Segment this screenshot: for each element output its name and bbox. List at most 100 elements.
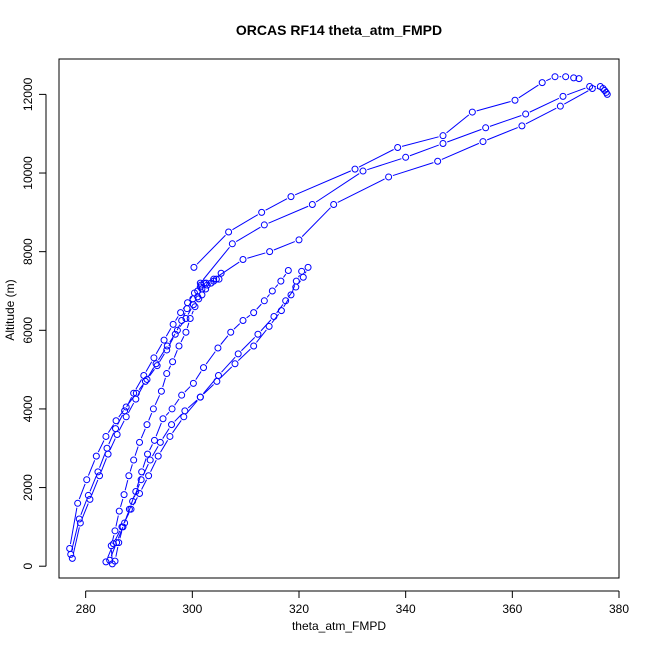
series-0-point-12 bbox=[169, 358, 177, 366]
series-6-segment bbox=[118, 410, 124, 418]
series-0-segment bbox=[124, 480, 129, 491]
series-1-point-20 bbox=[284, 267, 292, 275]
series-4-segment bbox=[147, 367, 155, 378]
series-5-segment bbox=[145, 361, 153, 372]
series-1-segment bbox=[283, 273, 287, 278]
series-2-segment bbox=[283, 298, 290, 308]
series-6-point-13 bbox=[183, 305, 191, 313]
series-7-point-7 bbox=[468, 108, 476, 116]
series-2-point-4 bbox=[137, 476, 145, 484]
series-0-point-3 bbox=[115, 507, 123, 515]
series-1-point-12 bbox=[200, 364, 208, 372]
series-1-segment bbox=[184, 386, 191, 393]
series-1-point-0 bbox=[111, 557, 119, 565]
series-6-point-17 bbox=[200, 279, 208, 287]
series-4-segment bbox=[118, 420, 125, 431]
series-8-segment bbox=[202, 246, 230, 280]
series-2-segment bbox=[174, 413, 183, 422]
series-8-point-8 bbox=[522, 110, 530, 118]
series-3-point-16 bbox=[299, 273, 307, 281]
series-4-point-10 bbox=[163, 342, 171, 350]
series-6-segment bbox=[168, 337, 174, 347]
x-tick-label-280: 280 bbox=[76, 602, 96, 616]
series-9-point-1 bbox=[239, 256, 247, 264]
plot-frame bbox=[58, 58, 620, 579]
series-3-point-10 bbox=[214, 372, 222, 380]
series-1-point-14 bbox=[227, 328, 235, 336]
series-1-segment bbox=[174, 398, 180, 406]
series-5-segment bbox=[108, 432, 115, 445]
series-7-point-4 bbox=[351, 165, 359, 173]
series-5-segment bbox=[189, 296, 193, 300]
series-3-point-7 bbox=[166, 432, 174, 440]
x-tick-label-320: 320 bbox=[289, 602, 309, 616]
x-tick-label-340: 340 bbox=[396, 602, 416, 616]
series-1-point-6 bbox=[144, 450, 152, 458]
series-5-segment bbox=[165, 328, 172, 337]
series-4-point-4 bbox=[104, 450, 112, 458]
series-9-segment bbox=[392, 162, 434, 177]
series-8-point-0 bbox=[196, 279, 204, 287]
series-3-point-3 bbox=[127, 505, 135, 513]
series-3-point-13 bbox=[270, 313, 278, 321]
series-9-point-7 bbox=[479, 138, 487, 146]
series-8-segment bbox=[529, 97, 560, 113]
series-2 bbox=[106, 267, 306, 564]
series-3-point-2 bbox=[118, 523, 126, 531]
series-8-segment bbox=[367, 158, 402, 171]
series-0-point-10 bbox=[157, 387, 165, 395]
y-tick-label-10000: 10000 bbox=[21, 156, 35, 190]
series-4-segment bbox=[169, 333, 176, 343]
series-7-segment bbox=[265, 198, 288, 211]
series-9-segment bbox=[337, 178, 385, 203]
series-4 bbox=[68, 275, 223, 562]
series-3-segment bbox=[172, 420, 182, 434]
series-1-point-18 bbox=[268, 287, 276, 295]
series-0-point-2 bbox=[111, 527, 119, 535]
series-0-point-4 bbox=[120, 491, 128, 499]
series-8-segment bbox=[268, 205, 309, 224]
series-6-segment bbox=[69, 507, 78, 545]
series-3-segment bbox=[304, 271, 307, 274]
series-7-segment bbox=[401, 136, 439, 147]
series-2-segment bbox=[152, 446, 159, 457]
series-6-point-15 bbox=[194, 287, 202, 295]
series-0-segment bbox=[148, 412, 153, 421]
series-0-segment bbox=[191, 310, 194, 315]
series-3-segment bbox=[298, 280, 301, 284]
series-0-point-14 bbox=[182, 328, 190, 336]
series-6-segment bbox=[87, 460, 96, 476]
series-2-point-17 bbox=[298, 267, 306, 275]
series-9-point-0 bbox=[210, 275, 218, 283]
series-9-point-3 bbox=[295, 236, 303, 244]
series-6-point-0 bbox=[66, 545, 74, 553]
series-4-point-6 bbox=[122, 413, 130, 421]
series-2-point-15 bbox=[287, 291, 295, 299]
series-6-point-7 bbox=[132, 389, 140, 397]
series-0-point-22 bbox=[217, 269, 225, 277]
series-3-segment bbox=[287, 290, 294, 298]
series-7-point-11 bbox=[562, 73, 570, 81]
series-6-point-4 bbox=[102, 432, 110, 440]
series-1-segment bbox=[256, 303, 262, 310]
series-6-segment bbox=[183, 312, 186, 317]
series-8-segment bbox=[489, 115, 522, 127]
series-4-point-3 bbox=[96, 472, 104, 480]
series-2-point-5 bbox=[146, 456, 154, 464]
y-axis-label: Altitude (m) bbox=[3, 279, 17, 340]
chart-title: ORCAS RF14 theta_atm_FMPD bbox=[236, 22, 442, 38]
series-4-point-12 bbox=[182, 315, 190, 322]
x-tick-label-360: 360 bbox=[502, 602, 522, 616]
series-0-segment bbox=[111, 535, 115, 542]
series-2-segment bbox=[237, 348, 251, 361]
series-3-segment bbox=[241, 337, 256, 352]
series-2-point-6 bbox=[156, 438, 164, 446]
series-2-segment bbox=[219, 366, 233, 379]
series-9-point-9 bbox=[556, 102, 564, 110]
series-7-segment bbox=[476, 101, 511, 112]
series-4-point-2 bbox=[86, 495, 94, 503]
series-1-point-17 bbox=[260, 297, 268, 305]
series-0-segment bbox=[168, 365, 172, 370]
series-9-segment bbox=[441, 142, 480, 160]
series-6-point-11 bbox=[171, 330, 179, 338]
